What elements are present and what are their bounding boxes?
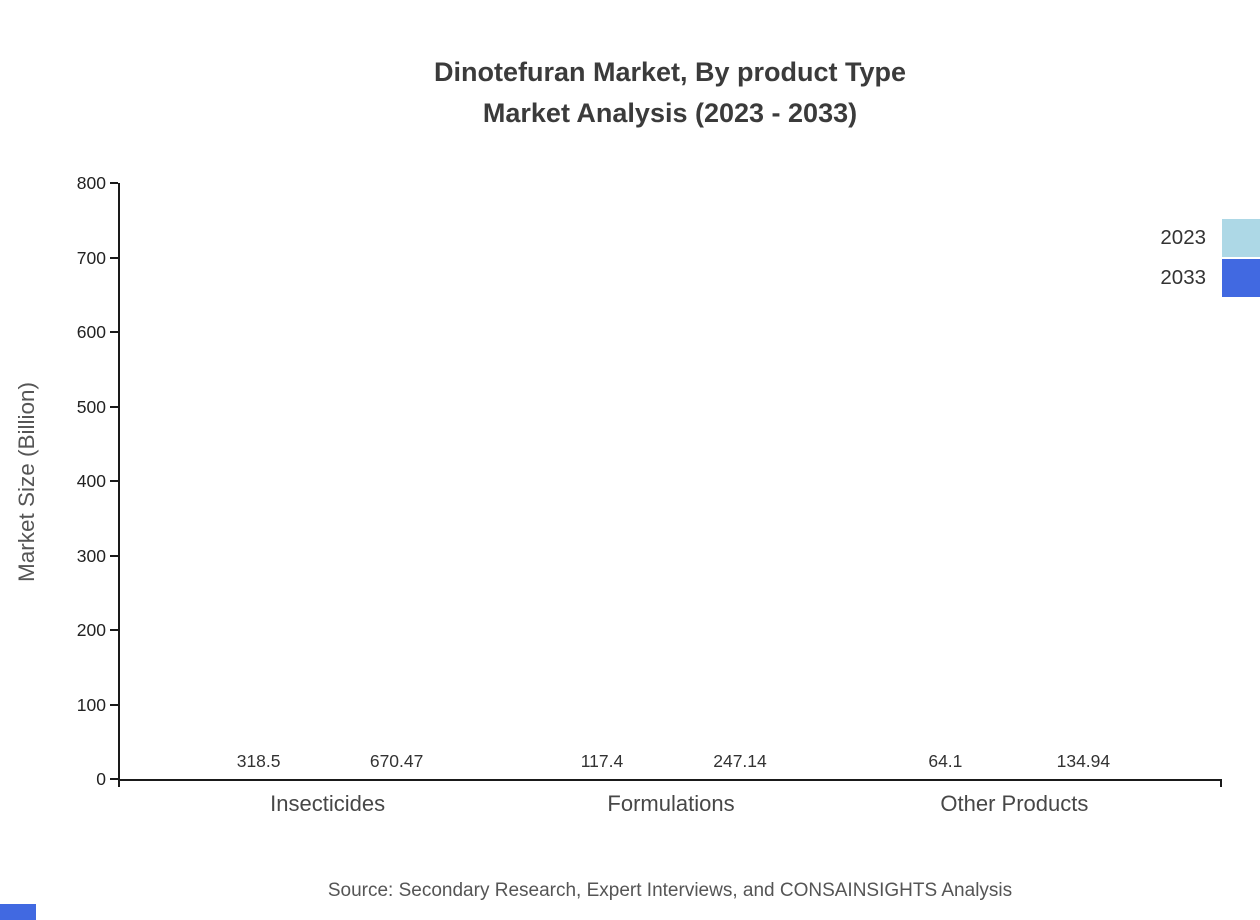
y-tick-mark [110, 703, 118, 706]
bar-value-label: 318.5 [236, 751, 281, 771]
legend-label: 2033 [1160, 266, 1206, 289]
x-axis-right-end-tick [1220, 779, 1222, 787]
bar-value-label: 117.4 [580, 751, 624, 771]
x-category-label-formulations: Formulations [607, 791, 735, 816]
bar-value-label: 670.47 [369, 751, 424, 771]
y-tick-mark [110, 405, 118, 408]
y-tick-label: 200 [76, 620, 106, 640]
x-axis-left-end-tick [118, 779, 120, 787]
y-tick-mark [110, 182, 118, 184]
chart-title-line2: Market Analysis (2023 - 2033) [482, 97, 858, 128]
brand-corner-mark [0, 904, 36, 920]
legend-swatch-icon [1222, 219, 1260, 257]
y-tick-label: 100 [76, 694, 106, 715]
legend: 2023 2033 [1160, 219, 1260, 297]
source-text: Source: Secondary Research, Expert Inter… [327, 880, 1013, 901]
chart-title-line1: Dinotefuran Market, By product Type [433, 57, 907, 87]
bar-value-label: 134.94 [1056, 751, 1111, 771]
x-category-label-insecticides: Insecticides [270, 791, 386, 816]
y-tick-mark [110, 778, 118, 780]
y-tick-mark [110, 331, 118, 333]
y-tick-label: 0 [96, 769, 106, 789]
y-tick-label: 800 [76, 173, 106, 193]
y-tick-mark [110, 629, 118, 631]
y-axis-title: Market Size (Billion) [14, 381, 39, 583]
y-tick-mark [110, 256, 118, 259]
y-tick-label: 600 [76, 322, 106, 342]
x-category-label-other-products: Other Products [940, 791, 1089, 816]
legend-item-2033[interactable]: 2033 [1160, 259, 1260, 297]
y-tick-label: 300 [76, 545, 106, 566]
y-tick-mark [110, 480, 118, 482]
plot-area: 0 100 200 300 400 500 600 700 800 318.5 670.47 Inse… [77, 173, 1222, 816]
y-tick-label: 500 [76, 396, 106, 417]
legend-item-2023[interactable]: 2023 [1160, 219, 1260, 257]
y-tick-label: 700 [76, 247, 106, 268]
y-tick-label: 400 [76, 471, 106, 491]
y-tick-mark [110, 554, 118, 557]
legend-label: 2023 [1160, 226, 1206, 249]
bar-value-label: 247.14 [713, 751, 767, 771]
bar-value-label: 64.1 [928, 751, 963, 771]
chart-title: Dinotefuran Market, By product Type Mark… [118, 52, 1222, 133]
legend-swatch-icon [1222, 259, 1260, 297]
